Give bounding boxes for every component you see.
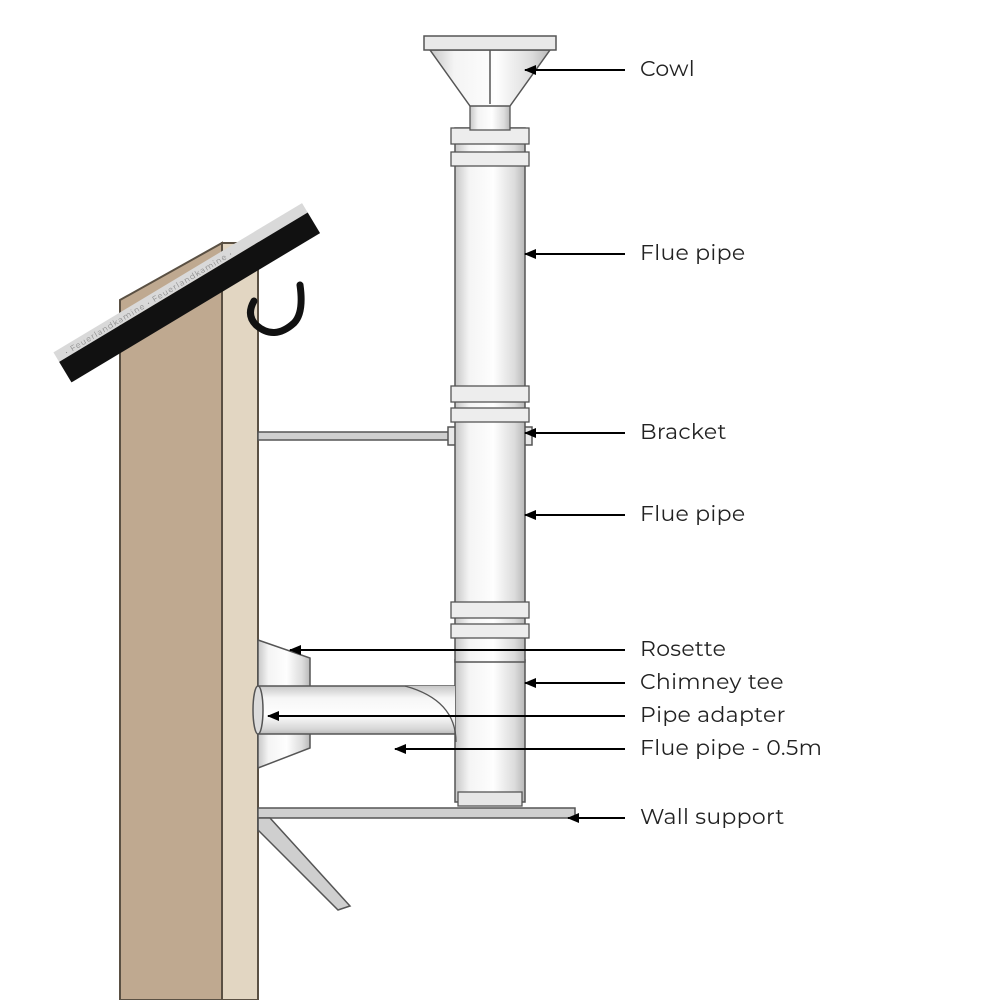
arrow-flue-pipe-2 (525, 514, 625, 516)
arrow-rosette (290, 649, 625, 651)
arrowhead-bracket (524, 428, 536, 438)
arrowhead-chimney-tee (524, 678, 536, 688)
label-flue-pipe-2: Flue pipe (640, 500, 745, 527)
label-flue-pipe-1: Flue pipe (640, 239, 745, 266)
label-chimney-tee: Chimney tee (640, 668, 784, 695)
arrowhead-flue-pipe-1 (524, 249, 536, 259)
label-cowl: Cowl (640, 55, 695, 82)
arrow-cowl (525, 69, 625, 71)
arrow-chimney-tee (525, 682, 625, 684)
arrowhead-pipe-adapter (267, 711, 279, 721)
arrowhead-flue-pipe-2 (524, 510, 536, 520)
label-pipe-adapter: Pipe adapter (640, 701, 786, 728)
arrowhead-rosette (289, 645, 301, 655)
cowl (424, 36, 556, 130)
arrow-flue-pipe-1 (525, 253, 625, 255)
arrow-pipe-adapter (268, 715, 625, 717)
arrowhead-wall-support (567, 813, 579, 823)
flue-pipe-vertical (451, 128, 529, 662)
label-flue-pipe-05: Flue pipe - 0.5m (640, 734, 822, 761)
arrow-flue-pipe-05 (395, 748, 625, 750)
arrowhead-flue-pipe-05 (394, 744, 406, 754)
arrow-bracket (525, 432, 625, 434)
wall-support (258, 808, 575, 910)
label-rosette: Rosette (640, 635, 726, 662)
arrowhead-cowl (524, 65, 536, 75)
wall (120, 243, 258, 1000)
label-bracket: Bracket (640, 418, 727, 445)
label-wall-support: Wall support (640, 803, 785, 830)
chimney-diagram: • Feuerlandkamine • Feuerlandkamine • (0, 0, 1000, 1000)
